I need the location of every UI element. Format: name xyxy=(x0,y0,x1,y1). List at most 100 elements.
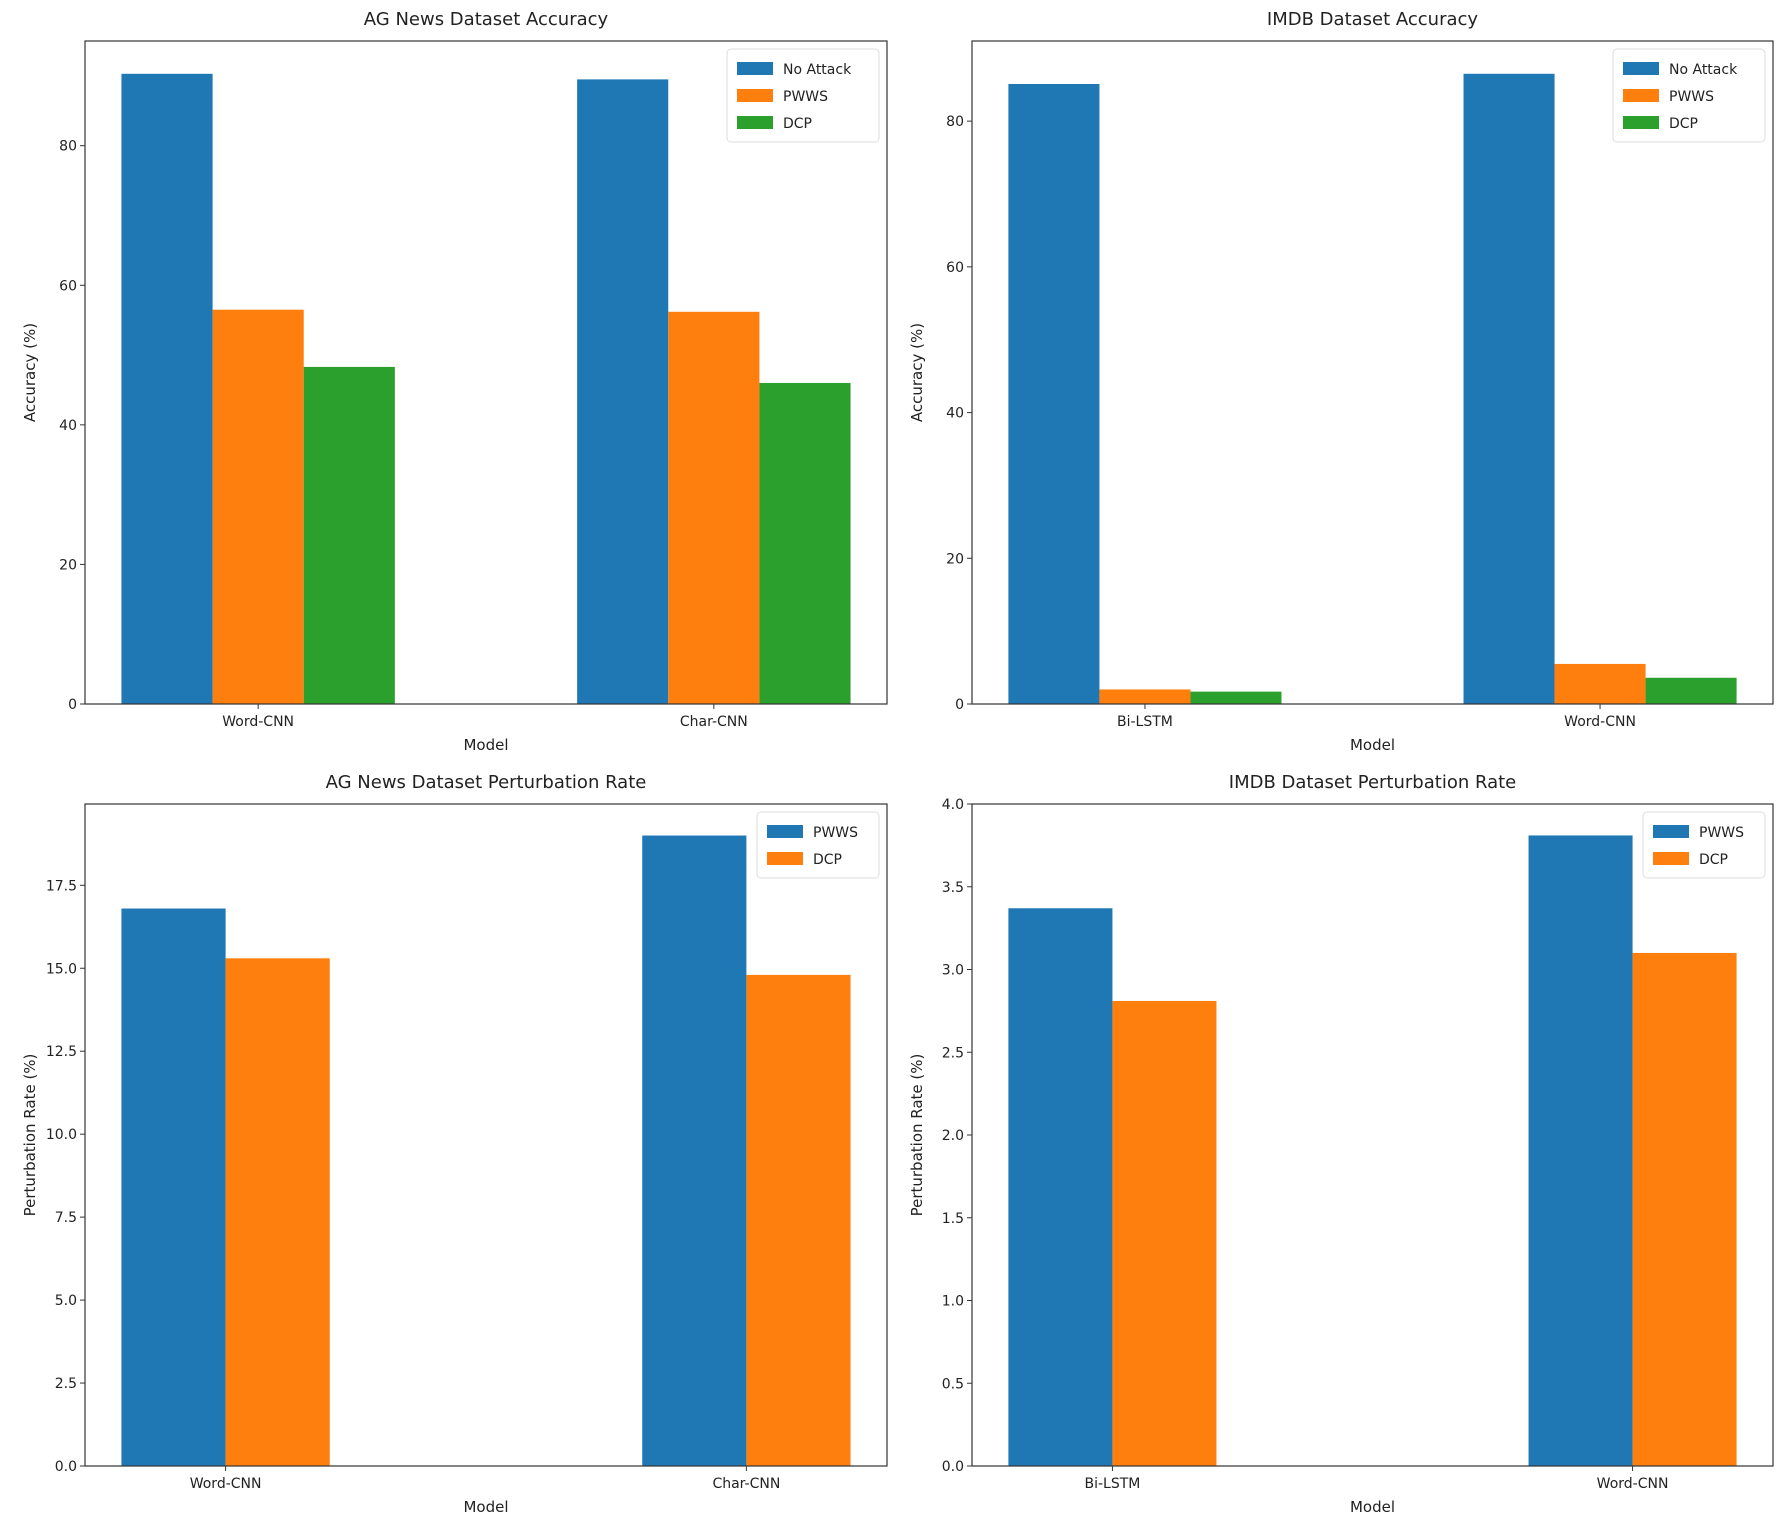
legend-label: DCP xyxy=(1699,852,1728,868)
x-axis-label: Model xyxy=(463,736,508,754)
bar-no-attack xyxy=(1463,73,1555,705)
y-tick-label: 10.0 xyxy=(46,1127,77,1143)
legend-swatch xyxy=(1653,825,1689,838)
y-tick-label: 1.0 xyxy=(942,1294,964,1310)
legend-label: PWWS xyxy=(1669,89,1714,105)
y-tick-label: 80 xyxy=(946,114,964,130)
bar-dcp xyxy=(759,382,851,704)
y-tick-label: 60 xyxy=(946,260,964,276)
x-tick-label: Char-CNN xyxy=(680,714,748,730)
bar-pwws xyxy=(1554,663,1646,704)
y-tick-label: 80 xyxy=(59,139,77,155)
bar-no-attack xyxy=(577,79,669,704)
legend: PWWS DCP xyxy=(1642,811,1766,879)
chart-2: 0.0 2.5 5.0 7.5 10.0 12.5 15.0 17.5 Word-CNN Char… xyxy=(21,772,888,1516)
bar-pwws xyxy=(1099,689,1191,704)
legend: PWWS DCP xyxy=(756,811,880,879)
y-tick-label: 2.0 xyxy=(942,1128,964,1144)
y-tick-label: 12.5 xyxy=(46,1044,77,1060)
legend-swatch xyxy=(1623,89,1659,102)
bar-dcp xyxy=(1632,952,1737,1466)
y-tick-label: 0 xyxy=(955,697,964,713)
bar-pwws xyxy=(668,311,760,704)
y-axis-label: Accuracy (%) xyxy=(21,323,39,422)
x-tick-label: Word-CNN xyxy=(190,1476,262,1492)
axes-frame xyxy=(971,40,1774,705)
bar-no-attack xyxy=(121,73,213,705)
bar-dcp xyxy=(1190,691,1282,704)
y-tick-label: 7.5 xyxy=(55,1210,77,1226)
chart-title: IMDB Dataset Accuracy xyxy=(1267,9,1479,30)
y-tick-label: 0.0 xyxy=(942,1459,964,1475)
y-tick-label: 20 xyxy=(946,551,964,567)
y-axis-label: Accuracy (%) xyxy=(908,323,926,422)
legend-label: PWWS xyxy=(813,825,858,841)
bar-dcp xyxy=(1112,1000,1217,1466)
legend-label: PWWS xyxy=(1699,825,1744,841)
y-tick-label: 3.5 xyxy=(942,880,964,896)
y-tick-label: 15.0 xyxy=(46,961,77,977)
y-tick-label: 0.0 xyxy=(55,1459,77,1475)
legend-label: No Attack xyxy=(1669,62,1738,78)
chart-title: AG News Dataset Accuracy xyxy=(364,9,609,30)
y-tick-label: 5.0 xyxy=(55,1293,77,1309)
y-tick-label: 0 xyxy=(68,697,77,713)
legend-label: PWWS xyxy=(783,89,828,105)
x-axis-label: Model xyxy=(1350,1498,1395,1516)
x-tick-label: Char-CNN xyxy=(712,1476,780,1492)
x-tick-label: Word-CNN xyxy=(1597,1476,1669,1492)
y-tick-label: 40 xyxy=(946,406,964,422)
bar-pwws xyxy=(212,309,304,704)
bar-dcp xyxy=(225,958,330,1466)
x-tick-label: Bi-LSTM xyxy=(1084,1476,1140,1492)
legend-label: DCP xyxy=(813,852,842,868)
y-tick-label: 1.5 xyxy=(942,1211,964,1227)
y-tick-label: 4.0 xyxy=(942,797,964,813)
bar-pwws xyxy=(121,908,226,1466)
x-tick-label: Word-CNN xyxy=(222,714,294,730)
y-tick-label: 3.0 xyxy=(942,963,964,979)
y-tick-label: 2.5 xyxy=(942,1045,964,1061)
legend-label: DCP xyxy=(1669,116,1698,132)
chart-title: AG News Dataset Perturbation Rate xyxy=(326,772,647,793)
y-tick-label: 60 xyxy=(59,278,77,294)
bar-dcp xyxy=(303,366,395,704)
chart-0: 0 20 40 60 80 Word-CNN Char-CNN AG News Dataset… xyxy=(21,9,888,754)
chart-1: 0 20 40 60 80 Bi-LSTM Word-CNN IMDB Dataset Acc… xyxy=(908,9,1774,754)
y-tick-label: 20 xyxy=(59,557,77,573)
legend: No Attack PWWS DCP xyxy=(726,48,880,143)
bar-pwws xyxy=(1528,835,1633,1466)
chart-3: 0.0 0.5 1.0 1.5 2.0 2.5 3.0 3.5 4.0 Bi-LSTM Word-C… xyxy=(908,772,1774,1516)
legend-box xyxy=(756,811,880,879)
legend-swatch xyxy=(737,116,773,129)
bar-pwws xyxy=(642,835,747,1466)
bar-dcp xyxy=(1645,677,1737,704)
legend-swatch xyxy=(767,852,803,865)
legend-swatch xyxy=(737,62,773,75)
x-tick-label: Word-CNN xyxy=(1564,714,1636,730)
legend-swatch xyxy=(1653,852,1689,865)
y-tick-label: 2.5 xyxy=(55,1376,77,1392)
x-axis-label: Model xyxy=(1350,736,1395,754)
bar-no-attack xyxy=(1008,83,1100,704)
legend-swatch xyxy=(737,89,773,102)
bar-pwws xyxy=(1008,908,1113,1466)
y-tick-label: 17.5 xyxy=(46,878,77,894)
y-tick-label: 0.5 xyxy=(942,1376,964,1392)
legend-label: No Attack xyxy=(783,62,852,78)
legend-box xyxy=(1642,811,1766,879)
legend-swatch xyxy=(1623,116,1659,129)
y-axis-label: Perturbation Rate (%) xyxy=(908,1054,926,1217)
x-tick-label: Bi-LSTM xyxy=(1117,714,1173,730)
y-tick-label: 40 xyxy=(59,418,77,434)
bar-dcp xyxy=(746,974,851,1466)
legend: No Attack PWWS DCP xyxy=(1612,48,1766,143)
legend-swatch xyxy=(767,825,803,838)
axes-frame xyxy=(84,803,888,1467)
legend-label: DCP xyxy=(783,116,812,132)
axes-frame xyxy=(84,40,888,705)
chart-title: IMDB Dataset Perturbation Rate xyxy=(1229,772,1516,793)
x-axis-label: Model xyxy=(463,1498,508,1516)
legend-swatch xyxy=(1623,62,1659,75)
